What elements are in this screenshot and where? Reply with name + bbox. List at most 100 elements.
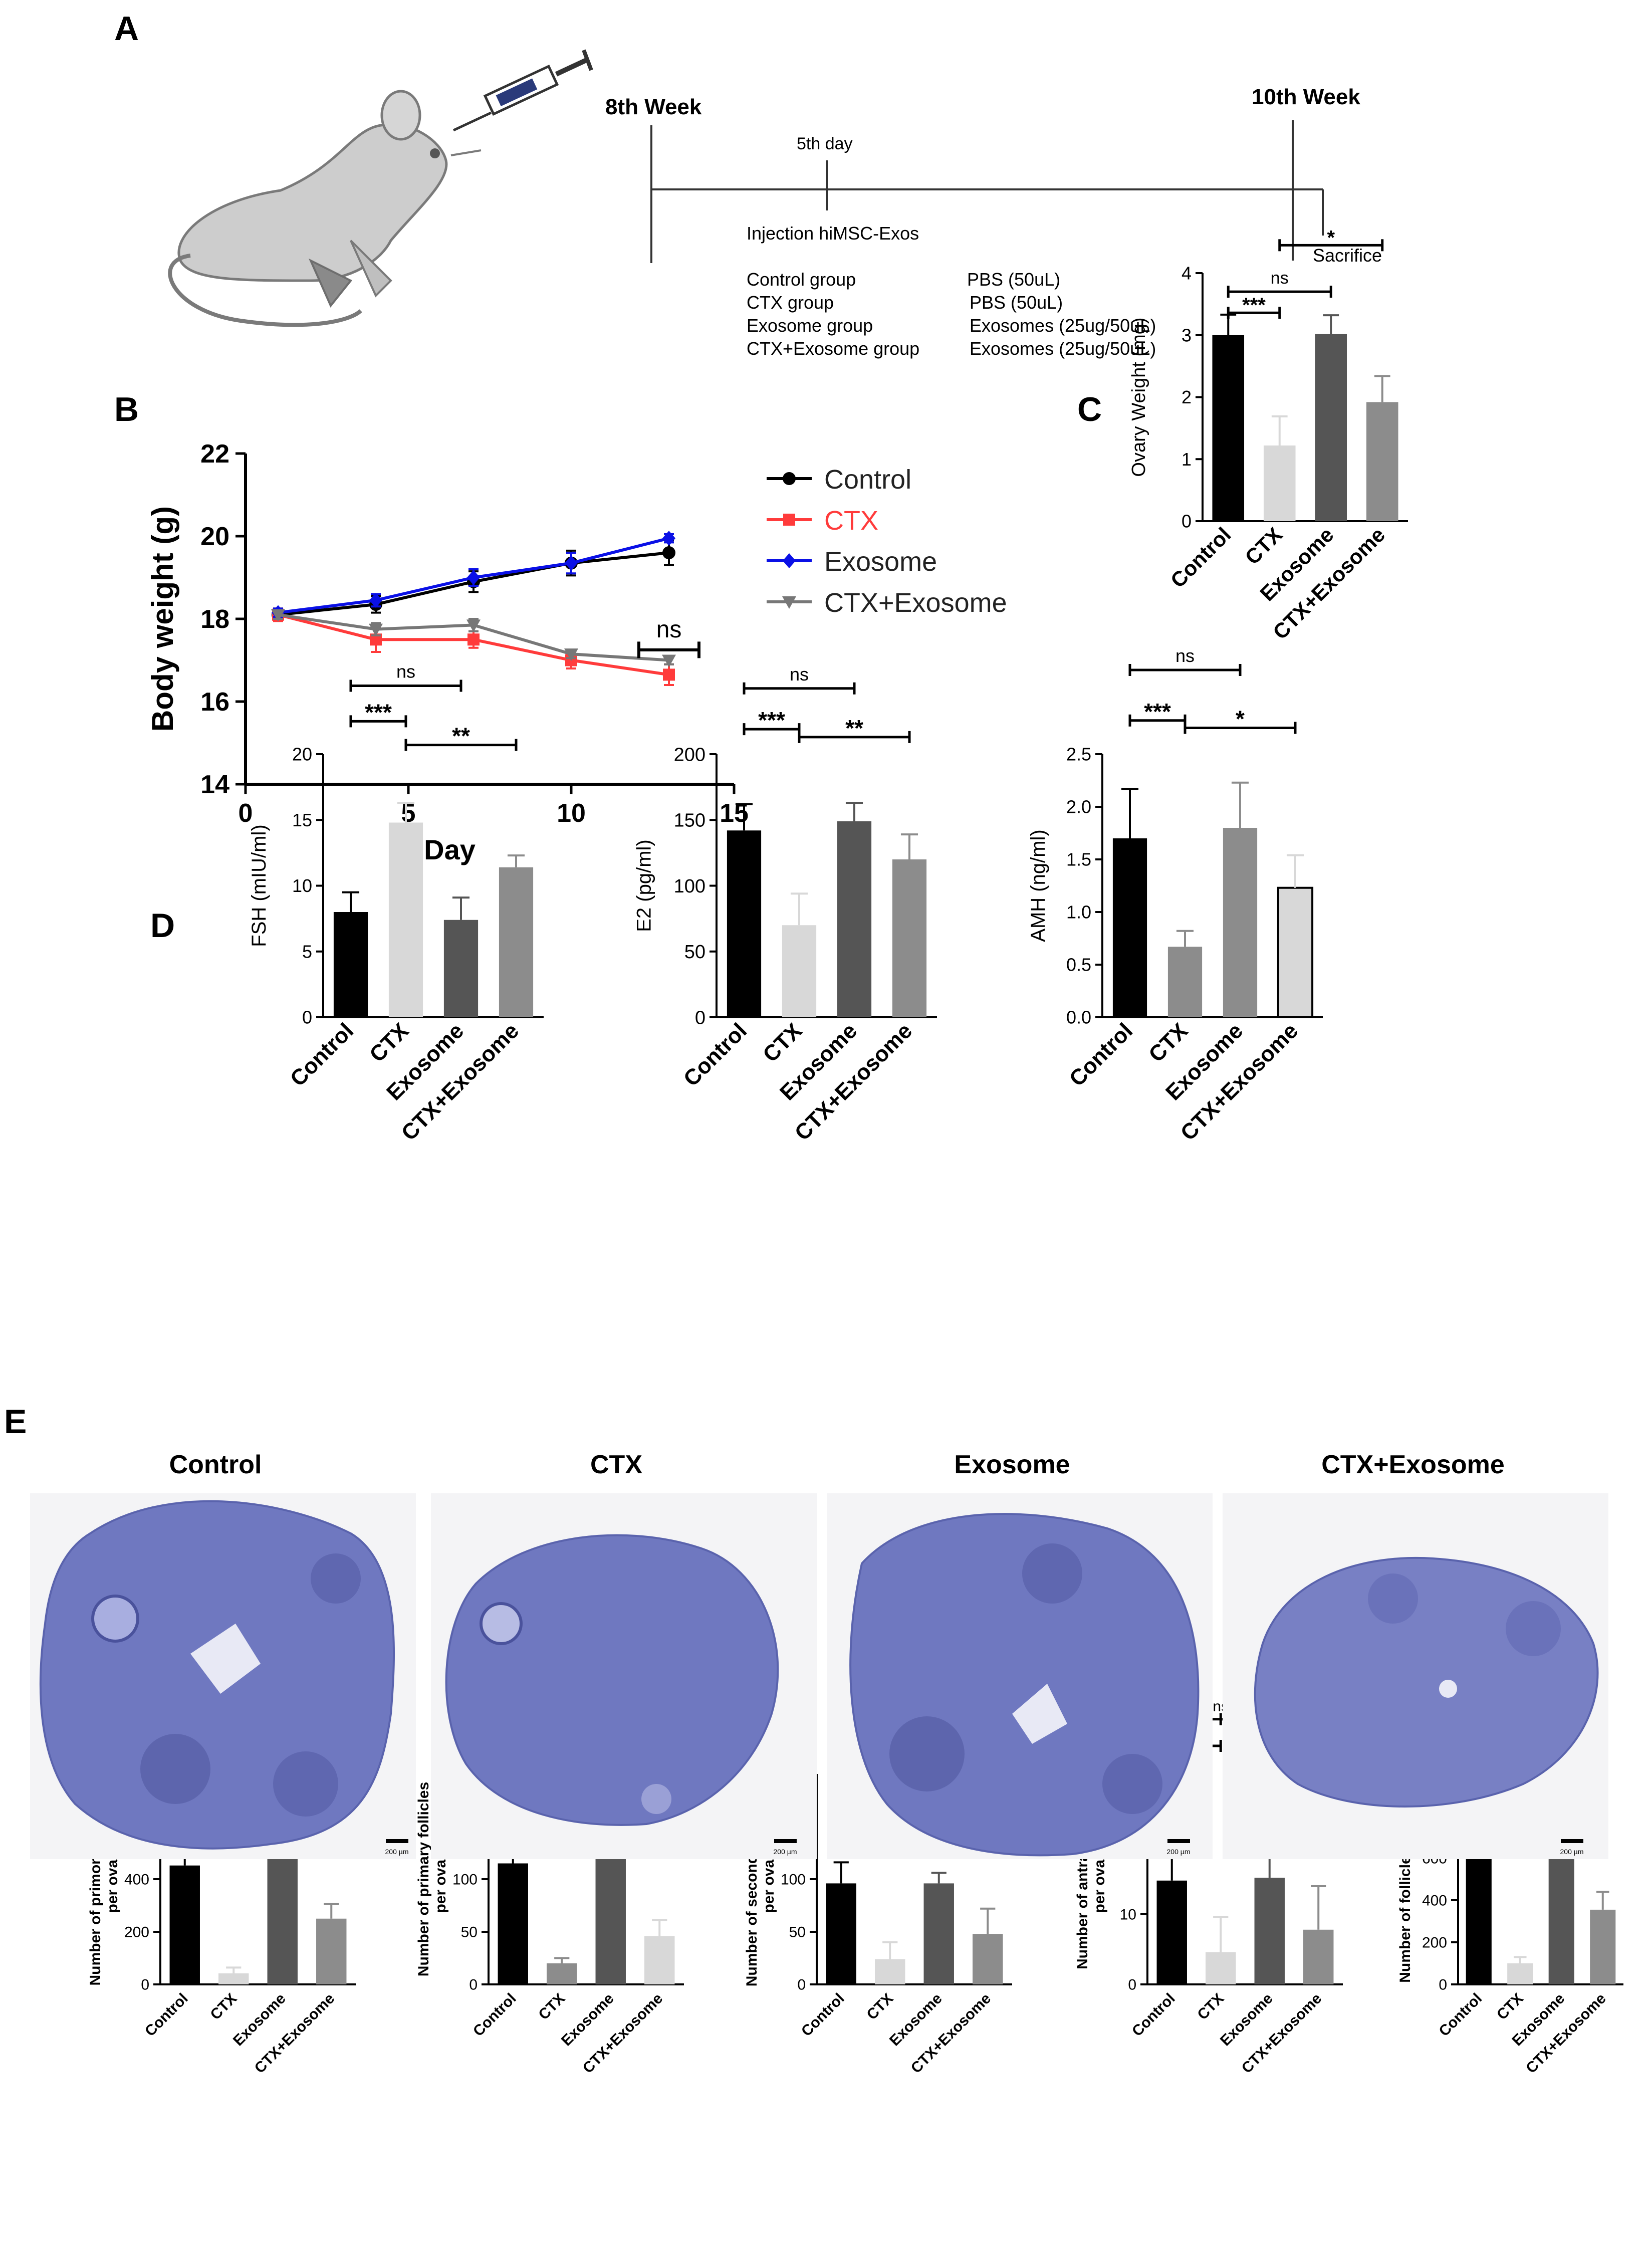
bar	[973, 1934, 1003, 1984]
y-tick-label: 0	[695, 1007, 705, 1028]
y-axis-label: FSH (mIU/ml)	[248, 824, 270, 947]
bar	[826, 1883, 856, 1984]
data-point	[467, 570, 480, 585]
y-tick-label: 150	[674, 810, 705, 831]
data-point	[369, 592, 382, 608]
category-label: Control	[142, 1990, 191, 2040]
y-axis-label: E2 (pg/ml)	[633, 839, 655, 932]
x-tick-label: 10	[557, 799, 586, 828]
histology-image-ctx-exosome: 200 µm	[1223, 1493, 1608, 1859]
data-point	[662, 531, 675, 546]
histology-image-ctx: 200 µm	[431, 1493, 817, 1859]
bar	[316, 1918, 347, 1984]
category-label: Control	[798, 1990, 848, 2040]
bar	[333, 912, 368, 1017]
bar	[218, 1973, 249, 1984]
bar	[1366, 402, 1398, 521]
scale-bar-label: 200 µm	[774, 1848, 797, 1856]
bar	[837, 821, 872, 1017]
group-label: Exosome group	[747, 315, 873, 336]
bar	[1303, 1929, 1334, 1984]
day5-label: 5th day	[797, 134, 853, 153]
bar	[892, 859, 927, 1017]
category-label: Control	[470, 1990, 520, 2040]
scale-bar-label: 200 µm	[1167, 1848, 1191, 1856]
panel-label-d: D	[150, 907, 175, 945]
category-label: CTX	[1144, 1018, 1193, 1067]
y-tick-label: 18	[200, 605, 229, 634]
histology-image-exosome: 200 µm	[827, 1493, 1213, 1859]
category-label: Control	[1129, 1990, 1178, 2040]
bar	[169, 1865, 200, 1984]
bar	[1315, 334, 1347, 521]
data-point	[783, 472, 796, 485]
bar	[1263, 445, 1296, 521]
y-tick-label: 0	[302, 1007, 312, 1028]
bar	[644, 1936, 675, 1984]
bar	[1590, 1909, 1616, 1984]
y-tick-label: 400	[124, 1872, 149, 1888]
bar	[1206, 1952, 1236, 1984]
y-tick-label: 10	[1120, 1907, 1136, 1923]
category-label: CTX	[207, 1990, 240, 2023]
x-tick-label: 0	[239, 799, 253, 828]
sig-label: ***	[1242, 294, 1266, 316]
week8-label: 8th Week	[605, 95, 702, 119]
legend-label: CTX	[824, 506, 878, 536]
sig-label: ***	[365, 699, 392, 725]
category-label: Control	[286, 1018, 358, 1091]
group-treatment: PBS (50uL)	[967, 269, 1060, 290]
bar	[499, 867, 534, 1017]
histology-title: Exosome	[954, 1450, 1070, 1479]
category-label: Control	[1166, 523, 1236, 592]
y-tick-label: 100	[452, 1872, 478, 1888]
histology-image-control: 200 µm	[30, 1493, 416, 1859]
week10-label: 10th Week	[1252, 85, 1360, 109]
y-tick-label: 3	[1182, 325, 1192, 345]
scale-bar-label: 200 µm	[1560, 1848, 1584, 1856]
scale-bar-label: 200 µm	[385, 1848, 409, 1856]
x-axis-label: Day	[424, 834, 476, 865]
sig-label: *	[1327, 227, 1335, 249]
histology-title: CTX+Exosome	[1321, 1450, 1505, 1479]
y-tick-label: 0.0	[1066, 1007, 1091, 1028]
y-tick-label: 15	[292, 810, 312, 830]
y-tick-label: 4	[1182, 263, 1192, 284]
sig-label: ns	[656, 616, 682, 643]
legend: Control CTX Exosome CTX+Exosome	[767, 465, 1007, 618]
panel-label-c: C	[1077, 390, 1102, 428]
category-label: CTX	[1494, 1990, 1527, 2023]
y-tick-label: 1.5	[1066, 849, 1091, 870]
bar	[267, 1858, 298, 1984]
y-tick-label: 200	[674, 744, 705, 765]
category-label: CTX	[863, 1990, 896, 2023]
y-tick-label: 2	[1182, 387, 1192, 407]
bar	[1507, 1963, 1533, 1984]
data-point	[662, 654, 676, 667]
panel-label-b: B	[114, 390, 139, 428]
data-point	[663, 668, 675, 681]
y-tick-label: 0.5	[1066, 955, 1091, 975]
category-label: Control	[1436, 1990, 1485, 2040]
sig-label: ns	[790, 664, 809, 685]
category-label: CTX	[535, 1990, 568, 2023]
sig-label: ns	[1175, 645, 1195, 666]
sig-label: *	[1236, 706, 1245, 732]
data-point	[271, 609, 285, 622]
group-label: Control group	[747, 269, 856, 290]
y-tick-label: 10	[292, 875, 312, 896]
y-tick-label: 50	[684, 942, 705, 963]
y-tick-label: 20	[200, 522, 229, 551]
histology-title: Control	[169, 1450, 262, 1479]
group-label: CTX group	[747, 292, 834, 313]
bar	[727, 830, 762, 1017]
y-tick-label: 0	[141, 1977, 149, 1993]
data-point	[662, 546, 675, 559]
bar	[1223, 828, 1258, 1017]
timeline: 8th Week 5th day 10th Week Injection hiM…	[605, 85, 1382, 359]
y-tick-label: 20	[292, 744, 312, 765]
